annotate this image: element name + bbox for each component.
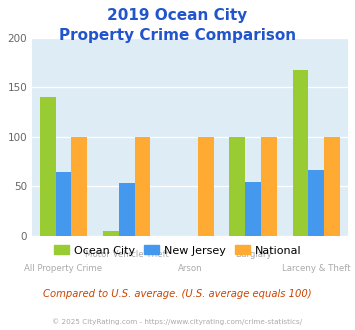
Bar <box>71 137 87 236</box>
Bar <box>56 172 71 236</box>
Bar <box>308 170 324 236</box>
Bar <box>119 183 135 236</box>
Text: All Property Crime: All Property Crime <box>24 264 103 273</box>
Text: Motor Vehicle Theft: Motor Vehicle Theft <box>85 250 169 259</box>
Text: Arson: Arson <box>178 264 202 273</box>
Text: Compared to U.S. average. (U.S. average equals 100): Compared to U.S. average. (U.S. average … <box>43 289 312 299</box>
Bar <box>135 137 151 236</box>
Bar <box>293 70 308 236</box>
Bar <box>198 137 214 236</box>
Bar <box>261 137 277 236</box>
Bar <box>229 137 245 236</box>
Bar <box>40 97 56 236</box>
Bar <box>103 231 119 236</box>
Legend: Ocean City, New Jersey, National: Ocean City, New Jersey, National <box>49 241 306 260</box>
Text: Burglary: Burglary <box>235 250 272 259</box>
Bar <box>324 137 340 236</box>
Text: Larceny & Theft: Larceny & Theft <box>282 264 351 273</box>
Text: © 2025 CityRating.com - https://www.cityrating.com/crime-statistics/: © 2025 CityRating.com - https://www.city… <box>53 318 302 325</box>
Text: Property Crime Comparison: Property Crime Comparison <box>59 28 296 43</box>
Bar <box>245 182 261 236</box>
Text: 2019 Ocean City: 2019 Ocean City <box>107 8 248 23</box>
